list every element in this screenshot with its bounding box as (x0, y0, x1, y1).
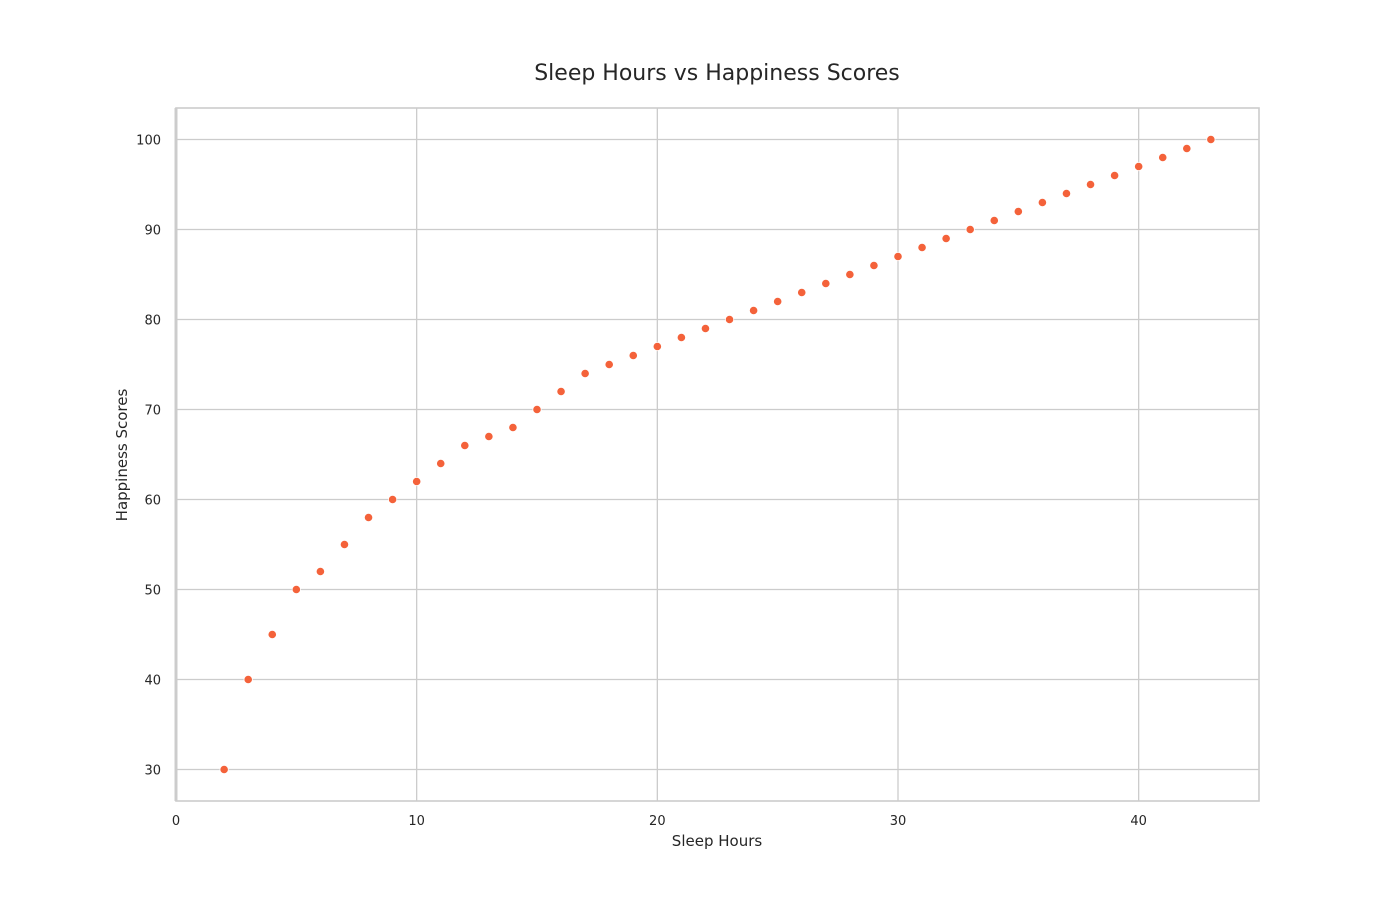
data-point (1013, 206, 1023, 217)
y-tick-labels: 30 40 50 60 70 80 90 100 (136, 134, 161, 779)
x-tick-label: 20 (649, 814, 666, 829)
data-point (989, 215, 999, 226)
data-point (412, 476, 422, 487)
x-tick-labels: 0 10 20 30 40 (172, 814, 1147, 829)
x-axis-label: Sleep Hours (672, 832, 763, 850)
data-point (1085, 179, 1096, 190)
data-point (797, 287, 807, 298)
data-point (315, 566, 325, 577)
data-point (1134, 161, 1144, 172)
data-point (219, 764, 229, 775)
data-point (291, 584, 301, 595)
data-point (460, 440, 470, 451)
data-point (363, 512, 374, 523)
data-point (724, 314, 735, 325)
y-tick-label: 80 (144, 314, 161, 329)
data-point (628, 350, 638, 361)
grid-lines (174, 108, 1259, 801)
data-point (1037, 197, 1048, 208)
data-point (532, 404, 542, 415)
data-point (267, 629, 277, 640)
plot-frame (175, 107, 1260, 802)
data-point (1206, 134, 1216, 145)
data-point (436, 458, 446, 469)
data-point (1061, 188, 1072, 199)
data-point (869, 260, 879, 271)
data-point (773, 296, 783, 307)
data-point (556, 386, 566, 397)
x-tick-label: 30 (890, 814, 907, 829)
y-tick-label: 40 (144, 674, 161, 689)
chart-title: Sleep Hours vs Happiness Scores (534, 61, 900, 86)
data-point (387, 494, 398, 505)
y-axis-label: Happiness Scores (113, 389, 131, 522)
x-tick-label: 10 (408, 814, 425, 829)
data-point (821, 278, 831, 289)
y-tick-label: 90 (144, 224, 161, 239)
data-point (941, 233, 951, 244)
data-point (748, 305, 759, 316)
data-point (893, 251, 903, 262)
data-point (339, 539, 350, 550)
data-point (1182, 143, 1192, 154)
data-point (676, 332, 687, 343)
x-tick-label: 0 (172, 814, 180, 829)
y-tick-label: 70 (144, 404, 161, 419)
data-point (965, 224, 975, 235)
data-point (484, 431, 494, 442)
x-tick-label: 40 (1130, 814, 1147, 829)
data-point (1158, 152, 1168, 163)
y-tick-label: 60 (144, 494, 161, 509)
data-point (700, 323, 711, 334)
y-tick-label: 50 (144, 584, 161, 599)
data-point (604, 359, 614, 370)
y-tick-label: 30 (144, 764, 161, 779)
data-point (243, 674, 253, 685)
data-points (219, 134, 1216, 775)
y-tick-label: 100 (136, 134, 161, 149)
data-point (845, 269, 855, 280)
data-point (580, 368, 590, 379)
data-point (917, 242, 927, 253)
data-point (1110, 170, 1120, 181)
data-point (508, 422, 518, 433)
data-point (652, 341, 662, 352)
